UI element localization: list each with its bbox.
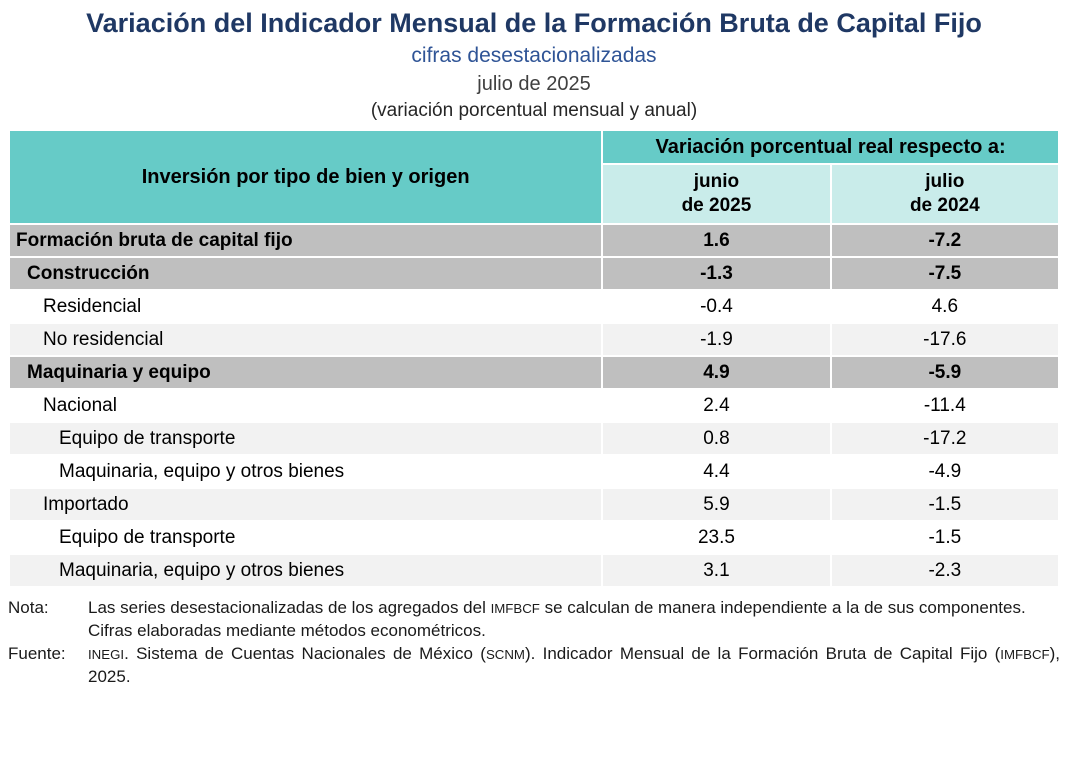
row-label: Equipo de transporte: [7, 520, 604, 556]
header-row-group: Inversión por tipo de bien y origen Vari…: [7, 129, 1060, 226]
row-value: 2.4: [601, 388, 832, 424]
row-value: 5.9: [601, 487, 832, 523]
table-row: Equipo de transporte 23.5 -1.5: [7, 520, 1061, 556]
header-row-periods: junio de 2025 julio de 2024: [9, 163, 1061, 226]
row-value: 1.6: [601, 223, 832, 259]
row-label: Formación bruta de capital fijo: [7, 223, 604, 259]
nota-paragraph-1: Las series desestacionalizadas de los ag…: [88, 597, 1060, 620]
note-text-segment: ), 2025.: [88, 643, 1060, 686]
table-header: Inversión por tipo de bien y origen Vari…: [7, 129, 1061, 226]
table-row: Importado 5.9 -1.5: [7, 487, 1061, 523]
row-value: -1.5: [829, 487, 1061, 523]
data-table: Inversión por tipo de bien y origen Vari…: [7, 129, 1061, 589]
table-row: Equipo de transporte 0.8 -17.2: [7, 421, 1061, 457]
subtitle-cifras: cifras desestacionalizadas: [411, 44, 657, 68]
page-title: Variación del Indicador Mensual de la Fo…: [86, 8, 982, 38]
row-label: Construcción: [7, 256, 604, 292]
table-row: No residencial -1.9 -17.6: [7, 322, 1061, 358]
nota-text: Las series desestacionalizadas de los ag…: [88, 597, 1060, 643]
row-value: 4.9: [601, 355, 832, 391]
notes-section: Nota: Las series desestacionalizadas de …: [8, 597, 1060, 689]
row-value: -4.9: [829, 454, 1061, 490]
row-value: -1.3: [601, 256, 832, 292]
row-label: Equipo de transporte: [7, 421, 604, 457]
table-row: Residencial -0.4 4.6: [7, 289, 1061, 325]
row-value: -5.9: [829, 355, 1061, 391]
subtitle-variacion: (variación porcentual mensual y anual): [370, 100, 698, 122]
row-value: -17.2: [829, 421, 1061, 457]
fuente-block: Fuente: INEGI. Sistema de Cuentas Nacion…: [8, 643, 1060, 689]
table-row: Nacional 2.4 -11.4: [7, 388, 1061, 424]
fuente-text: INEGI. Sistema de Cuentas Nacionales de …: [88, 643, 1060, 689]
table-row: Maquinaria, equipo y otros bienes 3.1 -2.3: [7, 553, 1061, 589]
col-header-previous-month: junio de 2025: [601, 163, 832, 226]
col-group-header: Variación porcentual real respecto a:: [601, 129, 1060, 166]
row-label: Residencial: [7, 289, 604, 325]
row-label: Importado: [7, 487, 604, 523]
col-header-year-ago: julio de 2024: [829, 163, 1061, 226]
row-value: 3.1: [601, 553, 832, 589]
acronym-text: IMFBCF: [490, 601, 540, 617]
note-text-segment: ). Indicador Mensual de la Formación Bru…: [524, 643, 1001, 663]
row-label: No residencial: [7, 322, 604, 358]
acronym-text: SCNM: [485, 646, 525, 662]
table-row: Construcción -1.3 -7.5: [7, 256, 1061, 292]
row-value: -0.4: [601, 289, 832, 325]
nota-block: Nota: Las series desestacionalizadas de …: [8, 597, 1060, 643]
row-label: Maquinaria, equipo y otros bienes: [7, 553, 604, 589]
row-value: 4.6: [829, 289, 1061, 325]
row-dimension-header: Inversión por tipo de bien y origen: [7, 129, 604, 226]
fuente-label: Fuente:: [8, 643, 66, 663]
row-value: -11.4: [829, 388, 1061, 424]
nota-label: Nota:: [8, 598, 49, 618]
row-value: 0.8: [601, 421, 832, 457]
nota-paragraph-2: Cifras elaboradas mediante métodos econo…: [88, 620, 486, 640]
row-label: Maquinaria, equipo y otros bienes: [7, 454, 604, 490]
page: Variación del Indicador Mensual de la Fo…: [7, 8, 1061, 689]
row-value: -17.6: [829, 322, 1061, 358]
acronym-text: INEGI: [88, 646, 125, 662]
table-row: Maquinaria y equipo 4.9 -5.9: [7, 355, 1061, 391]
acronym-text: IMFBCF: [1000, 646, 1050, 662]
row-value: -1.5: [829, 520, 1061, 556]
row-value: 23.5: [601, 520, 832, 556]
subtitle-periodo: julio de 2025: [477, 73, 591, 96]
row-value: -2.3: [829, 553, 1061, 589]
note-text-segment: se calculan de manera independiente a la…: [539, 598, 1026, 618]
row-value: -1.9: [601, 322, 832, 358]
note-text-segment: Las series desestacionalizadas de los ag…: [88, 598, 491, 618]
table-body: Formación bruta de capital fijo 1.6 -7.2 Co…: [7, 223, 1061, 589]
row-label: Maquinaria y equipo: [7, 355, 604, 391]
table-row: Maquinaria, equipo y otros bienes 4.4 -4.9: [7, 454, 1061, 490]
table-row: Formación bruta de capital fijo 1.6 -7.2: [7, 223, 1061, 259]
row-value: -7.2: [829, 223, 1061, 259]
row-label: Nacional: [7, 388, 604, 424]
row-value: -7.5: [829, 256, 1061, 292]
note-text-segment: . Sistema de Cuentas Nacionales de Méxic…: [124, 643, 486, 663]
row-value: 4.4: [601, 454, 832, 490]
